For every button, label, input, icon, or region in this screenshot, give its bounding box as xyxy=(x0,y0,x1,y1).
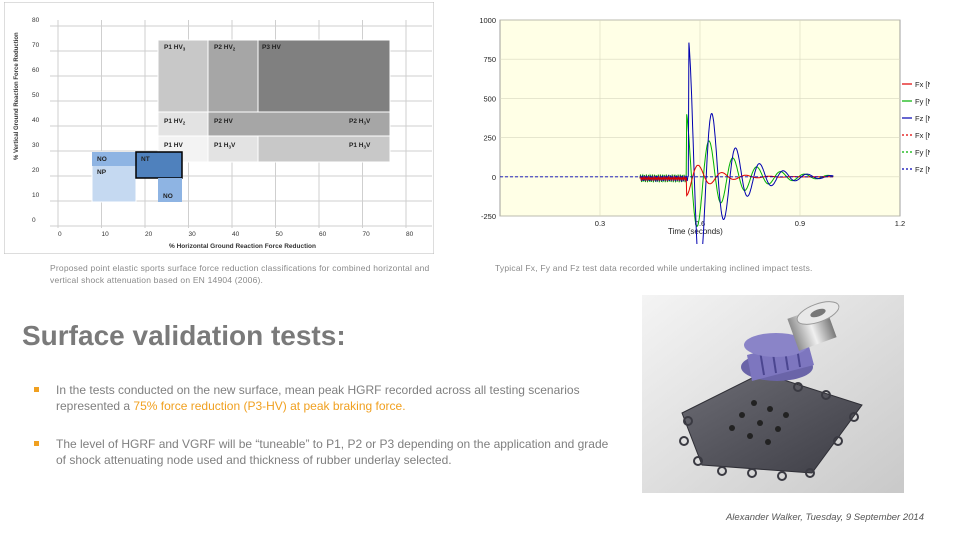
time-axis-label: Time (seconds) xyxy=(668,227,723,236)
bullet-marker xyxy=(34,387,39,392)
left-figure-caption: Proposed point elastic sports surface fo… xyxy=(50,263,430,285)
legend-label: Fy [N] xyxy=(915,97,930,106)
y-tick-label: 0 xyxy=(32,217,36,224)
legend-label: Fy [N] xyxy=(915,148,930,157)
trace-fyn xyxy=(639,114,834,227)
region-p1-hv2 xyxy=(157,111,209,137)
y-tick-label: 70 xyxy=(32,42,40,49)
region-nt xyxy=(135,151,183,179)
label-p3-hv: P3 HV xyxy=(262,44,281,51)
region-no-bottom xyxy=(158,178,182,202)
label-p1-hv: P1 HV xyxy=(164,142,183,149)
y-tick-label: 500 xyxy=(483,94,496,103)
x-tick-label: 20 xyxy=(145,231,153,238)
label-p1-h3v-a: P1 H3V xyxy=(214,142,236,150)
y-tick-label: 60 xyxy=(32,67,40,74)
y-tick-label: 1000 xyxy=(479,16,496,25)
bullet-marker xyxy=(34,441,39,446)
bullet-1-text-plain: In the tests conducted on the new surfac… xyxy=(56,383,580,413)
y-tick-label: 750 xyxy=(483,55,496,64)
label-np: NP xyxy=(97,169,107,176)
bullet-2-text: The level of HGRF and VGRF will be “tune… xyxy=(56,437,609,467)
y-tick-label: 50 xyxy=(32,92,40,99)
x-tick-label: 60 xyxy=(319,231,327,238)
classification-chart: P1 HV3 P2 HV2 P3 HV P1 HV2 P2 HV P2 H3V … xyxy=(4,2,434,254)
label-no-2: NO xyxy=(163,193,173,200)
x-axis-label: % Horizontal Ground Reaction Force Reduc… xyxy=(169,243,316,250)
label-p2-hv2: P2 HV2 xyxy=(214,44,236,52)
y-tick-label: 20 xyxy=(32,167,40,174)
y-tick-label: 10 xyxy=(32,192,40,199)
region-no-top xyxy=(92,152,136,166)
x-tick-label: 10 xyxy=(102,231,110,238)
y-tick-label: -250 xyxy=(481,212,496,221)
label-nt: NT xyxy=(141,156,150,163)
region-p2-hv xyxy=(207,111,391,137)
y-axis-label: % Vertical Ground Reaction Force Reducti… xyxy=(14,32,20,160)
x-tick-label: 30 xyxy=(189,231,197,238)
region-p3-hv xyxy=(257,39,391,113)
region-p1-h3v-b xyxy=(257,135,391,163)
x-tick-label: 0.6 xyxy=(695,219,705,228)
y-tick-label: 250 xyxy=(483,134,496,143)
x-tick-label: 0.3 xyxy=(595,219,605,228)
x-tick-label: 0.9 xyxy=(795,219,805,228)
force-chart: 1000 750 500 250 0 -250 0.3 0.6 0.9 1.2 Time (se… xyxy=(468,12,930,244)
label-no-1: NO xyxy=(97,156,107,163)
legend-label: Fx [N] xyxy=(915,80,930,89)
label-p2-hv: P2 HV xyxy=(214,118,233,125)
bullet-1: In the tests conducted on the new surfac… xyxy=(34,382,609,422)
bullet-1-text: In the tests conducted on the new surfac… xyxy=(56,382,616,414)
x-tick-label: 70 xyxy=(363,231,371,238)
x-tick-label: 40 xyxy=(232,231,240,238)
slide-footer: Alexander Walker, Tuesday, 9 September 2… xyxy=(725,512,924,523)
y-tick-label: 0 xyxy=(492,173,496,182)
x-tick-label: 1.2 xyxy=(895,219,905,228)
right-figure-caption: Typical Fx, Fy and Fz test data recorded… xyxy=(495,263,813,273)
legend-label: Fz [N] xyxy=(915,114,930,123)
y-tick-label: 40 xyxy=(32,117,40,124)
slide-title: Surface validation tests: xyxy=(22,320,346,351)
x-tick-label: 50 xyxy=(276,231,284,238)
legend-label: Fz [N] xyxy=(915,165,930,174)
bullet-1-highlight: 75% force reduction (P3-HV) at peak brak… xyxy=(133,399,406,413)
x-tick-label: 80 xyxy=(406,231,414,238)
label-p2-h3v: P2 H3V xyxy=(349,118,371,126)
region-p1-h3v-a xyxy=(207,135,259,163)
bullet-2: The level of HGRF and VGRF will be “tune… xyxy=(34,436,609,476)
x-tick-label: 0 xyxy=(58,231,62,238)
y-tick-label: 80 xyxy=(32,17,40,24)
y-tick-label: 30 xyxy=(32,142,40,149)
shock-attenuating-node-render xyxy=(642,295,904,493)
label-p1-hv3: P1 HV3 xyxy=(164,44,186,52)
label-p1-h3v-b: P1 H3V xyxy=(349,142,371,150)
label-p1-hv2: P1 HV2 xyxy=(164,118,186,126)
legend-label: Fx [N] xyxy=(915,131,930,140)
